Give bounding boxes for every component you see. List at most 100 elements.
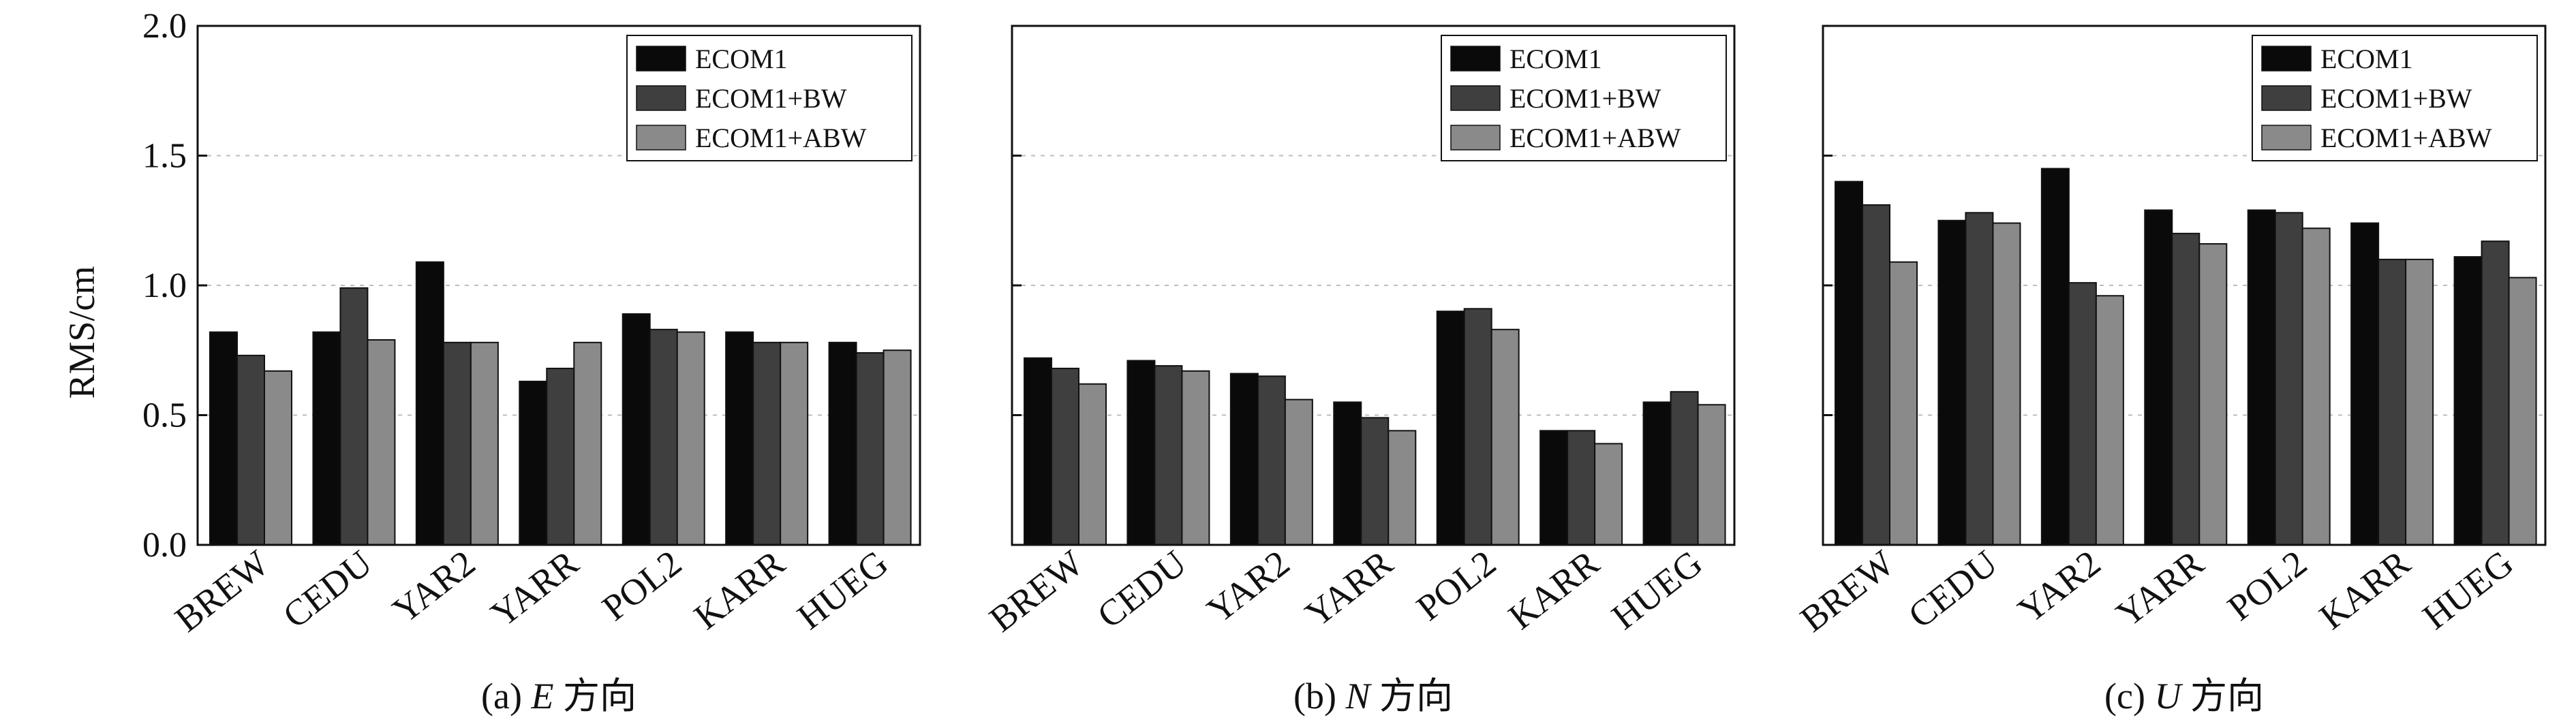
caption-prefix: (a) [481,676,531,717]
category-label-cedu: CEDU [1901,542,2005,636]
category-label-yar2: YAR2 [2010,542,2108,631]
bar-yarr-series-1 [1333,401,1362,546]
bar-hueg-series-3 [883,349,912,546]
bar-pol2-series-2 [649,328,678,546]
bar-brew-series-1 [209,331,238,546]
bar-cedu-series-2 [1965,212,1994,546]
y-tick-label: 1.5 [142,137,187,176]
category-label-yar2: YAR2 [385,542,482,631]
bar-cedu-series-1 [1937,219,1967,546]
category-label-yarr: YARR [1298,542,1400,635]
bar-karr-series-3 [780,341,809,546]
legend-entry: ECOM1+BW [695,83,847,114]
bar-cedu-series-3 [1181,370,1210,546]
bar-yar2-series-2 [2068,282,2097,546]
caption-suffix: 方向 [1370,676,1454,717]
bar-yar2-series-2 [442,341,472,546]
legend-entry: ECOM1+BW [1509,83,1661,114]
bar-yar2-series-1 [1229,373,1259,546]
legend-swatch [1450,46,1501,72]
legend-entry: ECOM1 [1509,44,1602,74]
category-label-karr: KARR [1501,542,1606,638]
legend-swatch [636,85,686,111]
bar-brew-series-3 [264,370,292,546]
y-tick-label: 0.0 [142,526,187,565]
bar-pol2-series-2 [1463,308,1492,546]
bar-yarr-series-1 [519,380,548,546]
panel-caption: (b) N 方向 [1293,676,1453,717]
bar-yar2-series-1 [2040,168,2070,546]
bar-yarr-series-3 [2198,243,2228,546]
caption-suffix: 方向 [553,676,637,717]
category-label-hueg: HUEG [2415,542,2521,638]
category-label-hueg: HUEG [1604,542,1710,638]
category-label-cedu: CEDU [275,542,380,636]
bar-hueg-series-2 [2481,240,2510,546]
y-tick-label: 2.0 [142,7,187,46]
bar-yar2-series-1 [415,261,444,546]
y-tick-label: 1.0 [142,266,187,305]
bar-yar2-series-3 [470,341,499,546]
caption-variable: E [530,676,553,717]
legend-entry: ECOM1+ABW [2320,123,2492,153]
category-label-karr: KARR [686,542,792,638]
category-label-pol2: POL2 [594,542,689,629]
legend-swatch [2261,46,2312,72]
bar-hueg-series-3 [2508,277,2537,546]
caption-variable: U [2154,676,2183,717]
caption-variable: N [1345,676,1372,717]
bar-cedu-series-1 [1126,360,1156,546]
caption-prefix: (b) [1293,676,1345,717]
bar-pol2-series-3 [676,331,705,546]
bar-hueg-series-2 [855,352,885,546]
legend-swatch [636,46,686,72]
bar-yarr-series-2 [1360,417,1390,546]
bar-brew-series-2 [236,354,265,546]
bar-pol2-series-3 [2301,227,2331,546]
bar-hueg-series-1 [1642,401,1672,546]
bar-cedu-series-3 [367,339,396,546]
bar-brew-series-3 [1889,261,1918,546]
bar-cedu-series-3 [1992,222,2021,546]
bar-yarr-series-3 [1387,430,1417,546]
category-label-hueg: HUEG [790,542,895,638]
bar-cedu-series-1 [312,331,341,546]
legend-entry: ECOM1 [695,44,788,74]
bar-hueg-series-1 [828,341,857,546]
bar-karr-series-2 [1567,430,1596,546]
bar-brew-series-1 [1024,357,1052,546]
category-label-yarr: YARR [2109,542,2211,635]
bar-karr-series-3 [2405,258,2434,546]
category-label-pol2: POL2 [1409,542,1503,629]
legend-swatch [1450,125,1501,151]
panel-caption: (a) E 方向 [481,676,637,717]
bar-karr-series-3 [1594,443,1623,546]
caption-prefix: (c) [2104,676,2154,717]
bar-pol2-series-2 [2274,212,2303,546]
caption-suffix: 方向 [2181,676,2264,717]
bar-cedu-series-2 [339,287,369,546]
bar-karr-series-1 [2350,222,2380,546]
bar-yar2-series-3 [1284,398,1313,546]
legend-swatch [636,125,686,151]
legend-swatch [2261,125,2312,151]
bar-brew-series-3 [1078,383,1107,546]
bar-cedu-series-2 [1154,365,1183,546]
legend-swatch [2261,85,2312,111]
bar-hueg-series-2 [1670,391,1699,546]
bar-karr-series-1 [725,331,754,546]
legend-entry: ECOM1+ABW [1509,123,1681,153]
bar-pol2-series-1 [622,313,651,546]
bar-pol2-series-1 [2247,209,2276,546]
panel-caption: (c) U 方向 [2104,676,2264,717]
bar-karr-series-1 [1539,430,1569,546]
bar-brew-series-2 [1051,367,1079,546]
category-label-pol2: POL2 [2220,542,2314,629]
bar-pol2-series-1 [1436,311,1465,546]
category-label-karr: KARR [2312,542,2417,638]
bar-yarr-series-2 [546,367,575,546]
bar-pol2-series-3 [1490,328,1520,546]
